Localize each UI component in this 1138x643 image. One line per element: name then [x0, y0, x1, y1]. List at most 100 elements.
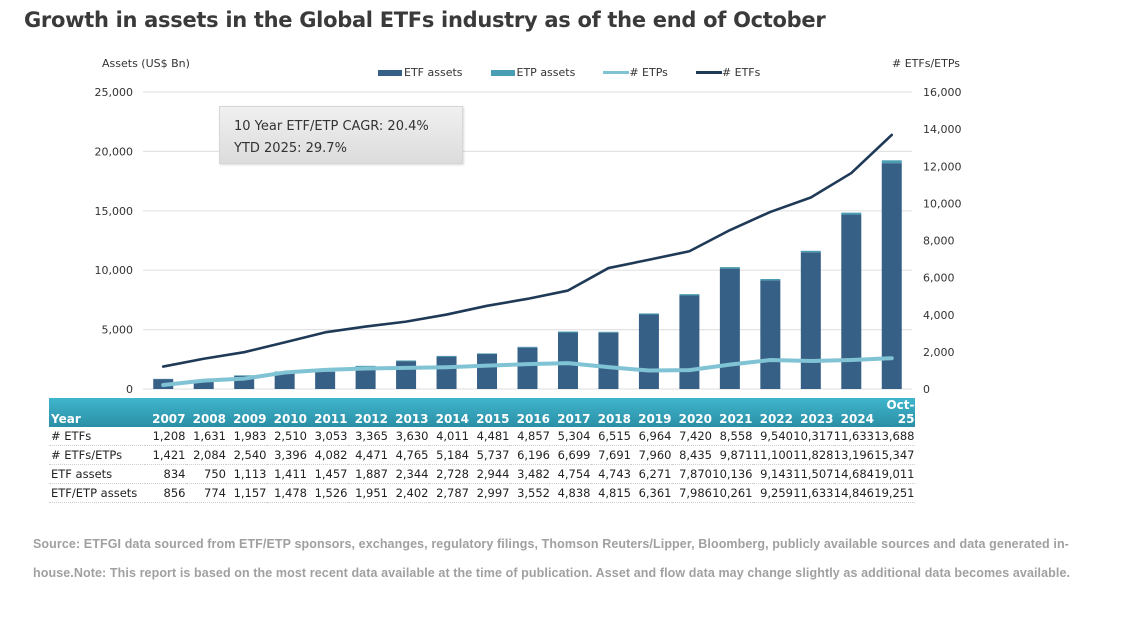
bar-etp-assets — [557, 331, 578, 333]
table-header-year: Oct-25 — [886, 398, 915, 426]
table-cell: 4,011 — [428, 427, 469, 446]
table-cell: 5,184 — [428, 445, 469, 465]
table-cell: 15,347 — [874, 445, 915, 465]
source-note: Source: ETFGI data sourced from ETF/ETP … — [33, 537, 1071, 580]
table-cell: 2,997 — [469, 483, 510, 503]
bar-etp-assets — [679, 294, 700, 296]
table-cell: 2,540 — [226, 445, 267, 465]
table-cell: 1,457 — [307, 464, 348, 484]
bar-etf-assets — [719, 268, 740, 389]
bar-etp-assets — [719, 267, 740, 269]
legend: ETF assets ETP assets # ETPs # ETFs — [378, 66, 788, 79]
table-cell: 1,113 — [226, 464, 267, 484]
bar-etf-assets — [557, 332, 578, 389]
table-header-year: 2016 — [516, 412, 550, 426]
legend-swatch-etf-assets — [378, 69, 402, 76]
table-cell: 4,481 — [469, 427, 510, 446]
right-axis-ticks: 0 2,000 4,000 6,000 8,000 10,000 12,000 14,000 1… — [923, 86, 962, 396]
table-cell: 8,558 — [712, 427, 753, 446]
chart-title: Growth in assets in the Global ETFs indu… — [24, 8, 826, 32]
table-cell: 6,964 — [631, 427, 672, 446]
table-cell: 10,317 — [793, 427, 834, 446]
table-header-year: 2019 — [638, 412, 672, 426]
table-cell: 3,482 — [509, 464, 550, 484]
table-header-year: 2008 — [192, 412, 226, 426]
table-cell: 14,684 — [833, 464, 874, 484]
table-cell: 6,271 — [631, 464, 672, 484]
table-cell: 4,082 — [307, 445, 348, 465]
right-axis-title: # ETFs/ETPs — [892, 57, 960, 70]
lines — [161, 133, 894, 388]
table-header-year: 2022 — [759, 412, 793, 426]
bar-etp-assets — [800, 250, 821, 253]
table-header-year: 2014 — [435, 412, 469, 426]
table-cell: 11,100 — [752, 445, 793, 465]
table-cell: 1,526 — [307, 483, 348, 503]
table-cell: 834 — [145, 464, 186, 484]
legend-item-etp-assets: ETP assets — [490, 66, 575, 79]
table-cell: 8,435 — [671, 445, 712, 465]
table-cell: 4,765 — [388, 445, 429, 465]
legend-label: # ETFs — [721, 66, 761, 79]
ytd-text: YTD 2025: 29.7% — [234, 141, 347, 156]
table-row: # ETFs/ETPs 1,421 2,084 2,540 3,396 4,082 4,47… — [49, 445, 915, 465]
table-header-year: 2007 — [152, 412, 186, 426]
table-cell: 10,136 — [712, 464, 753, 484]
table-row-label: ETF assets — [49, 464, 145, 484]
table-header-year: 2009 — [233, 412, 267, 426]
chart-plot: 0 5,000 10,000 15,000 20,000 25,000 0 2,000 4,0… — [95, 86, 962, 396]
right-axis-tick-label: 0 — [923, 383, 930, 396]
table-cell: 19,251 — [874, 483, 915, 503]
bar-etp-assets — [760, 279, 781, 281]
table-cell: 6,699 — [550, 445, 591, 465]
table-cell: 774 — [185, 483, 226, 503]
table-row-label: # ETFs — [49, 427, 145, 446]
table-cell: 11,507 — [793, 464, 834, 484]
table-cell: 5,737 — [469, 445, 510, 465]
legend-swatch-etps — [603, 71, 630, 74]
table-cell: 856 — [145, 483, 186, 503]
table-cell: 7,960 — [631, 445, 672, 465]
table-cell: 1,208 — [145, 427, 186, 446]
table-cell: 750 — [185, 464, 226, 484]
table-cell: 11,633 — [833, 427, 874, 446]
bar-etf-assets — [517, 347, 538, 389]
table-cell: 3,552 — [509, 483, 550, 503]
table-header-year: 2013 — [395, 412, 429, 426]
bar-etf-assets — [841, 214, 862, 389]
table-header-year: 2017 — [557, 412, 591, 426]
table-header-year: 2018 — [597, 412, 631, 426]
bar-etp-assets — [436, 355, 457, 357]
table-header-year: 2023 — [800, 412, 834, 426]
table-cell: 6,515 — [590, 427, 631, 446]
table-header-year: 2015 — [476, 412, 510, 426]
bar-etp-assets — [517, 346, 538, 348]
bar-etf-assets — [396, 361, 417, 389]
right-axis-tick-label: 2,000 — [923, 346, 955, 359]
table-cell: 1,478 — [266, 483, 307, 503]
table-cell: 1,421 — [145, 445, 186, 465]
table-cell: 9,259 — [752, 483, 793, 503]
cagr-text: 10 Year ETF/ETP CAGR: 20.4% — [234, 119, 429, 134]
left-axis-tick-label: 20,000 — [95, 145, 134, 158]
legend-swatch-etfs — [695, 71, 722, 74]
table-cell: 1,983 — [226, 427, 267, 446]
table-header-row: Year 2007 2008 2009 2010 2011 2012 2013 2014 201… — [49, 398, 915, 427]
table-header-year: 2010 — [273, 412, 307, 426]
table-cell: 10,261 — [712, 483, 753, 503]
table-cell: 14,846 — [833, 483, 874, 503]
right-axis-tick-label: 6,000 — [923, 272, 955, 285]
table-cell: 4,743 — [590, 464, 631, 484]
right-axis-tick-label: 16,000 — [923, 86, 962, 99]
table-cell: 13,688 — [874, 427, 915, 446]
table-row: # ETFs 1,208 1,631 1,983 2,510 3,053 3,365 3,63… — [49, 427, 915, 446]
left-axis-tick-label: 5,000 — [102, 324, 134, 337]
table-cell: 11,633 — [793, 483, 834, 503]
table-cell: 2,510 — [266, 427, 307, 446]
table-cell: 7,870 — [671, 464, 712, 484]
legend-item-etfs: # ETFs — [695, 66, 761, 79]
table-header-year: 2024 — [840, 412, 874, 426]
right-axis-tick-label: 8,000 — [923, 235, 955, 248]
table-row: ETF assets 834 750 1,113 1,411 1,457 1,887 2,34… — [49, 464, 915, 484]
table-row: ETF/ETP assets 856 774 1,157 1,478 1,526 1,951… — [49, 483, 915, 503]
